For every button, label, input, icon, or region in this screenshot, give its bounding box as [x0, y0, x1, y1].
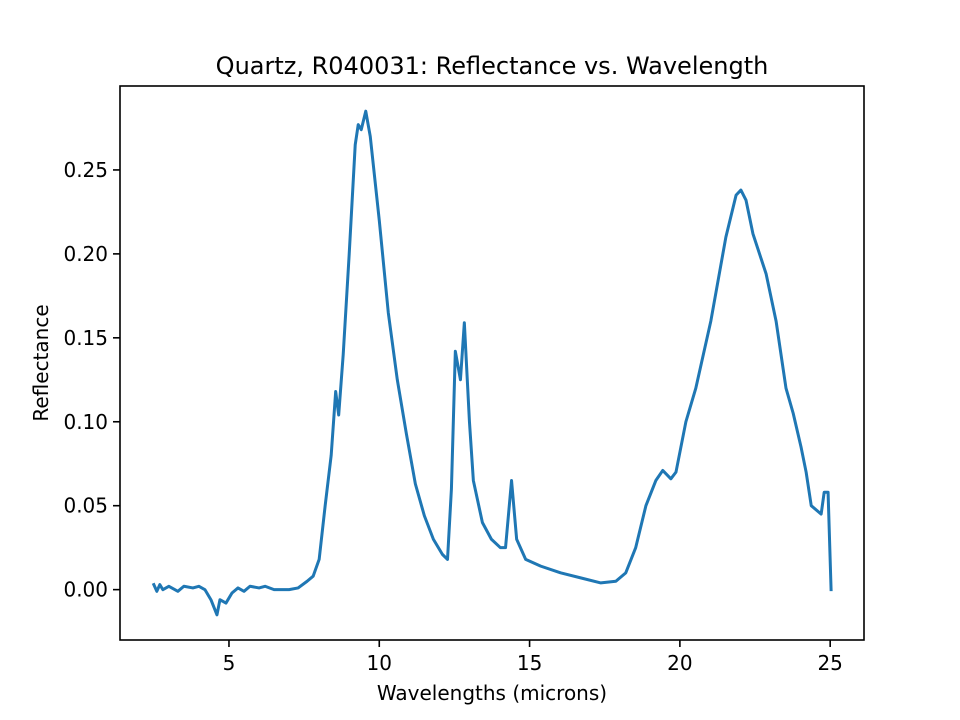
plot-frame [119, 85, 865, 641]
y-tick-label: 0.05 [63, 494, 108, 518]
x-tick-label: 20 [667, 651, 692, 675]
y-axis-label: Reflectance [29, 304, 53, 421]
x-tick-label: 15 [517, 651, 542, 675]
x-axis-label: Wavelengths (microns) [377, 681, 607, 705]
chart-title: Quartz, R040031: Reflectance vs. Wavelen… [216, 52, 769, 80]
y-tick-label: 0.00 [63, 578, 108, 602]
y-tick-label: 0.10 [63, 410, 108, 434]
x-tick-label: 10 [367, 651, 392, 675]
x-tick-label: 25 [817, 651, 842, 675]
y-tick-label: 0.25 [63, 158, 108, 182]
data-line [151, 109, 833, 617]
y-tick-label: 0.15 [63, 326, 108, 350]
x-tick-label: 5 [223, 651, 236, 675]
y-tick-label: 0.20 [63, 242, 108, 266]
